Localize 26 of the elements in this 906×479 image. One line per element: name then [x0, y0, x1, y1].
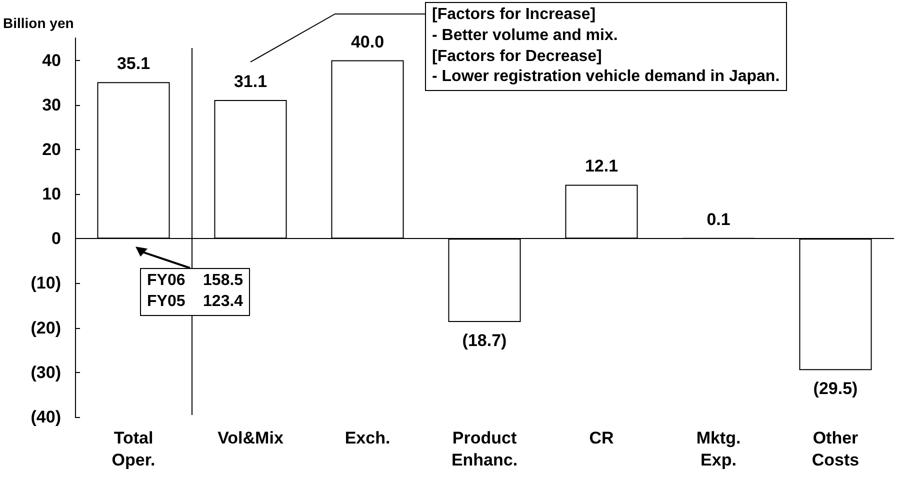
annotation: FY06 158.5 FY05 123.4 — [140, 268, 250, 316]
x-tick-label: CR — [589, 428, 614, 448]
y-tick-label: 20 — [42, 140, 61, 159]
x-tick-label: Vol&Mix — [218, 428, 284, 448]
y-axis-title: Billion yen — [3, 15, 74, 31]
data-label: 12.1 — [584, 156, 618, 176]
data-label: 35.1 — [116, 54, 150, 74]
x-tick-label: Exch. — [344, 428, 390, 448]
y-tick-label: 10 — [42, 184, 61, 204]
y-tick-label: (10) — [30, 274, 61, 293]
data-label: (18.7) — [462, 331, 507, 350]
data-label: 0.1 — [706, 210, 730, 229]
y-tick-label: 30 — [42, 95, 61, 114]
x-tick-label: Mktg. Exp. — [696, 428, 741, 470]
data-label: 31.1 — [234, 72, 268, 91]
x-tick-label: Product Enhanc. — [451, 428, 518, 470]
data-label: 40.0 — [350, 32, 384, 52]
y-tick-label: 40 — [42, 50, 61, 70]
data-label: (29.5) — [813, 379, 858, 398]
annotation: [Factors for Increase] - Better volume and mix. [Factors for Decrease] - Lower registration vehicle demand in Japan. — [425, 2, 787, 92]
y-tick-label: 0 — [52, 229, 61, 248]
x-tick-label: Total Oper. — [112, 428, 156, 470]
y-tick-label: (20) — [30, 318, 61, 338]
x-tick-label: Other Costs — [812, 428, 860, 470]
y-tick-label: (30) — [30, 362, 61, 382]
y-tick-label: (40) — [30, 408, 61, 426]
